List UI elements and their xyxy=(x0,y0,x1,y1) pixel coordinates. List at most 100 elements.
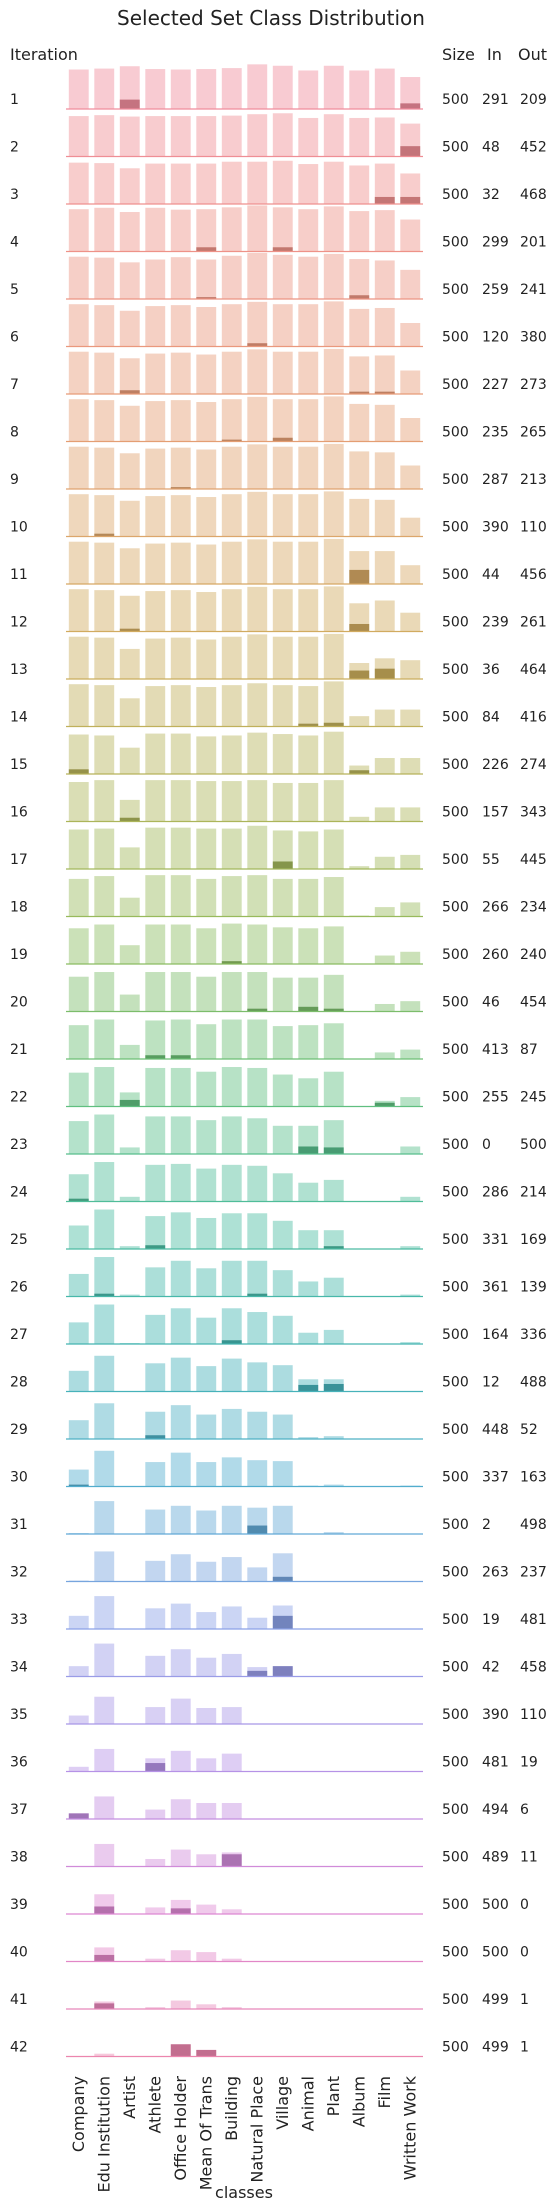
pool-bar xyxy=(119,310,140,347)
pool-bar xyxy=(94,400,115,442)
iteration-row: 22 500 255 245 xyxy=(10,1067,547,1108)
pool-bar xyxy=(272,1365,293,1392)
pool-bar xyxy=(247,1312,268,1344)
selected-bar xyxy=(196,297,217,299)
pool-bar xyxy=(68,209,89,252)
pool-bar xyxy=(196,1854,217,1867)
pool-bar xyxy=(272,1220,293,1249)
iteration-label: 10 xyxy=(10,520,28,536)
pool-bar xyxy=(119,1147,140,1154)
out-value: 1 xyxy=(520,2040,529,2056)
pool-bar xyxy=(374,210,395,252)
selected-bar xyxy=(247,1293,268,1297)
in-value: 390 xyxy=(482,1707,509,1723)
size-value: 500 xyxy=(442,472,469,488)
pool-bar xyxy=(323,491,344,537)
selected-bar xyxy=(94,1954,115,1962)
pool-bar xyxy=(94,685,115,727)
pool-bar xyxy=(94,972,115,1012)
pool-bar xyxy=(196,449,217,489)
pool-bar xyxy=(68,1615,89,1629)
pool-bar xyxy=(247,491,268,537)
iteration-row: 11 500 44 456 xyxy=(10,538,547,585)
x-tick-label: Company xyxy=(69,2076,88,2152)
iteration-row: 28 500 12 488 xyxy=(10,1355,547,1393)
x-tick-label: Plant xyxy=(324,2076,343,2116)
pool-bar xyxy=(298,977,319,1012)
pool-bar xyxy=(400,219,421,252)
pool-bar xyxy=(323,1071,344,1107)
in-value: 120 xyxy=(482,330,509,346)
pool-bar xyxy=(323,877,344,917)
pool-bar xyxy=(119,1044,140,1059)
size-value: 500 xyxy=(442,1327,469,1343)
iteration-row: 30 500 337 163 xyxy=(10,1450,547,1488)
out-value: 11 xyxy=(520,1850,538,1866)
pool-bar xyxy=(68,494,89,537)
iteration-label: 32 xyxy=(10,1565,28,1581)
pool-bar xyxy=(94,590,115,632)
pool-bar xyxy=(68,256,89,299)
iteration-label: 30 xyxy=(10,1470,28,1486)
selected-bar xyxy=(323,1246,344,1249)
pool-bar xyxy=(349,403,370,442)
pool-bar xyxy=(68,1666,89,1677)
selected-bar xyxy=(170,487,191,489)
pool-bar xyxy=(374,452,395,489)
in-value: 36 xyxy=(482,662,500,678)
pool-bar xyxy=(196,1462,217,1487)
pool-bar xyxy=(400,1001,421,1012)
iteration-row: 16 500 157 343 xyxy=(10,780,547,823)
pool-bar xyxy=(298,164,319,204)
iteration-label: 29 xyxy=(10,1422,28,1438)
pool-bar xyxy=(298,70,319,109)
pool-bar xyxy=(221,1019,242,1059)
pool-bar xyxy=(145,972,166,1012)
pool-bar xyxy=(272,1173,293,1202)
pool-bar xyxy=(221,1909,242,1914)
size-value: 500 xyxy=(442,1232,469,1248)
pool-bar xyxy=(94,1643,115,1677)
pool-bar xyxy=(298,399,319,442)
pool-bar xyxy=(196,1414,217,1439)
pool-bar xyxy=(170,352,191,394)
iteration-row: 25 500 331 169 xyxy=(10,1209,547,1250)
pool-bar xyxy=(323,731,344,774)
pool-bar xyxy=(247,683,268,727)
iteration-label: 22 xyxy=(10,1090,28,1106)
iteration-label: 9 xyxy=(10,472,19,488)
pool-bar xyxy=(221,541,242,584)
pool-bar xyxy=(170,1950,191,1962)
pool-bar xyxy=(170,875,191,917)
pool-bar xyxy=(68,1322,89,1344)
pool-bar xyxy=(400,418,421,442)
in-value: 499 xyxy=(482,1992,509,2008)
iteration-label: 5 xyxy=(10,282,19,298)
pool-bar xyxy=(247,1165,268,1202)
in-value: 48 xyxy=(482,140,500,156)
iteration-label: 35 xyxy=(10,1707,28,1723)
pool-bar xyxy=(145,1462,166,1487)
iteration-row: 39 500 500 0 xyxy=(10,1894,529,1915)
size-value: 500 xyxy=(442,1707,469,1723)
out-value: 110 xyxy=(520,520,547,536)
pool-bar xyxy=(119,847,140,869)
pool-bar xyxy=(349,765,370,774)
pool-bar xyxy=(349,356,370,394)
pool-bar xyxy=(94,1551,115,1582)
iteration-label: 38 xyxy=(10,1850,28,1866)
pool-bar xyxy=(196,781,217,822)
pool-bar xyxy=(68,1174,89,1202)
pool-bar xyxy=(145,306,166,347)
pool-bar xyxy=(170,685,191,727)
iteration-label: 6 xyxy=(10,330,19,346)
selected-bar xyxy=(68,1813,89,1819)
size-value: 500 xyxy=(442,140,469,156)
size-value: 500 xyxy=(442,187,469,203)
iteration-label: 33 xyxy=(10,1612,28,1628)
selected-bar xyxy=(400,103,421,109)
pool-bar xyxy=(196,639,217,679)
iteration-label: 1 xyxy=(10,92,19,108)
selected-bar xyxy=(349,391,370,394)
pool-bar xyxy=(196,544,217,584)
